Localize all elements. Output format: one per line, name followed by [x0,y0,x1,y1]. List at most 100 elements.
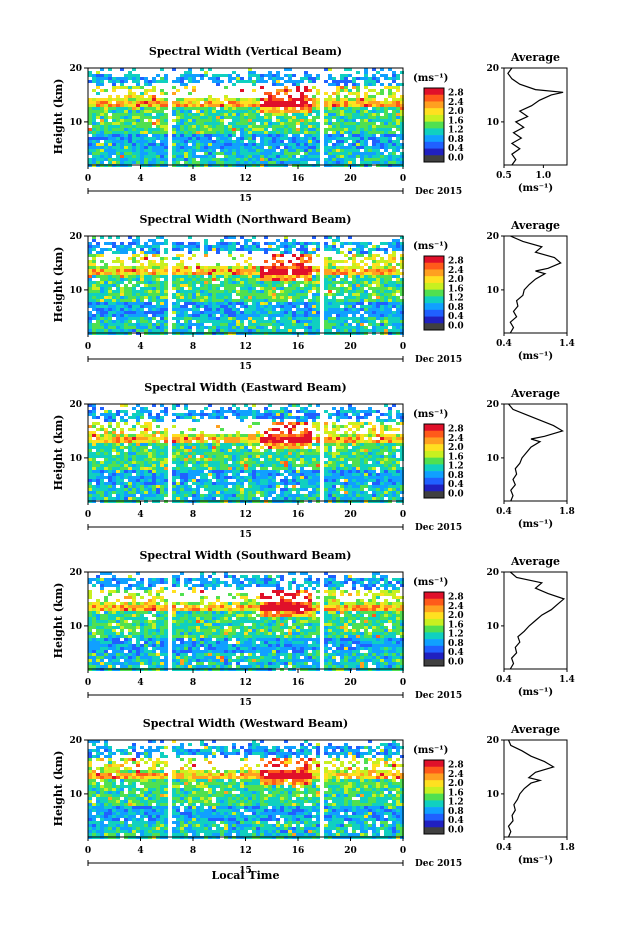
heatmap-cell [152,449,156,452]
heatmap-cell [268,248,272,251]
heatmap-cell [96,329,100,332]
heatmap-cell [392,284,396,287]
heatmap-cell [372,83,376,86]
heatmap-cell [204,311,208,314]
heatmap-cell [292,305,296,308]
heatmap-cell [128,305,132,308]
heatmap-cell [128,428,132,431]
heatmap-cell [380,446,384,449]
heatmap-cell [180,299,184,302]
heatmap-cell [396,284,400,287]
heatmap-cell [248,137,252,140]
heatmap-cell [208,149,212,152]
heatmap-cell [392,86,396,89]
heatmap-cell [332,161,336,164]
heatmap-cell [192,302,196,305]
heatmap-cell [208,413,212,416]
heatmap-cell [292,131,296,134]
heatmap-cell [280,263,284,266]
heatmap-cell [96,242,100,245]
heatmap-cell [192,80,196,83]
heatmap-cell [380,320,384,323]
heatmap-cell [396,116,400,119]
heatmap-cell [332,434,336,437]
heatmap-cell [152,296,156,299]
heatmap-cell [156,293,160,296]
heatmap-cell [332,293,336,296]
heatmap-cell [388,281,392,284]
heatmap-cell [92,317,96,320]
heatmap-cell [108,131,112,134]
heatmap-cell [388,119,392,122]
heatmap-cell [136,281,140,284]
x-tick-label: 4 [137,174,143,184]
heatmap-cell [232,149,236,152]
heatmap-cell [188,329,192,332]
heatmap-cell [176,446,180,449]
heatmap-cell [280,143,284,146]
heatmap-cell [332,110,336,113]
heatmap-cell [324,260,328,263]
heatmap-cell [272,422,276,425]
heatmap-cell [372,323,376,326]
heatmap-cell [372,77,376,80]
heatmap-cell [220,113,224,116]
heatmap-cell [256,98,260,101]
colorbar-label: 2.4 [448,98,464,108]
heatmap-cell [136,134,140,137]
heatmap-cell [180,83,184,86]
heatmap-cell [340,155,344,158]
heatmap-cell [308,329,312,332]
heatmap-cell [100,83,104,86]
heatmap-cell [144,110,148,113]
heatmap-cell [380,266,384,269]
heatmap-cell [144,83,148,86]
heatmap-cell [384,119,388,122]
heatmap-cell [364,113,368,116]
heatmap-cell [332,104,336,107]
heatmap-cell [392,254,396,257]
heatmap-cell [344,98,348,101]
heatmap-cell [124,251,128,254]
heatmap-cell [260,293,264,296]
heatmap-cell [388,290,392,293]
heatmap-cell [88,287,92,290]
heatmap-cell [268,446,272,449]
heatmap-cell [280,134,284,137]
heatmap-cell [368,149,372,152]
heatmap-cell [144,452,148,455]
heatmap-cell [360,269,364,272]
heatmap-cell [224,434,228,437]
heatmap-cell [184,446,188,449]
heatmap-cell [364,311,368,314]
heatmap-cell [256,242,260,245]
heatmap-cell [388,302,392,305]
heatmap-cell [124,155,128,158]
heatmap-cell [152,98,156,101]
heatmap-cell [120,161,124,164]
heatmap-cell [284,74,288,77]
heatmap-cell [312,323,316,326]
heatmap-cell [252,245,256,248]
heatmap-cell [216,116,220,119]
heatmap-cell [88,122,92,125]
heatmap-cell [120,290,124,293]
heatmap-cell [96,83,100,86]
heatmap-cell [112,128,116,131]
heatmap-cell [104,272,108,275]
heatmap-cell [344,314,348,317]
colorbar-label: 2.8 [448,257,464,267]
heatmap-cell [156,155,160,158]
heatmap-cell [152,404,156,407]
heatmap-cell [116,317,120,320]
heatmap-cell [288,440,292,443]
heatmap-cell [236,437,240,440]
heatmap-cell [188,287,192,290]
heatmap-cell [400,95,404,98]
heatmap-cell [316,440,320,443]
heatmap-cell [160,155,164,158]
heatmap-cell [132,152,136,155]
heatmap-cell [116,299,120,302]
heatmap-cell [140,314,144,317]
heatmap-cell [152,278,156,281]
